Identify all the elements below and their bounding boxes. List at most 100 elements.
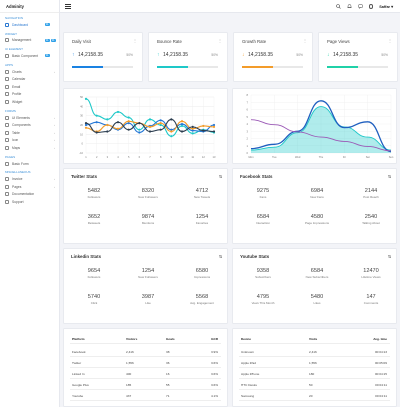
card-title: Facebook Stats xyxy=(240,174,273,179)
menu-item-icon xyxy=(5,99,9,104)
table-cell: 00:04:13 xyxy=(374,350,387,354)
stat-item: 8320 New Followers xyxy=(120,188,176,199)
x-tick-label: 5 xyxy=(128,155,130,159)
expand-icon[interactable]: ⇅ xyxy=(218,175,222,179)
stat-item: 147 Comments xyxy=(343,294,399,305)
search-icon[interactable] xyxy=(335,4,341,9)
area-chart-card: 8 7 6 5 4 3 2 1 0 Mon Tue Wed Thu Fri Sat Sun xyxy=(232,88,397,164)
data-point xyxy=(212,130,216,133)
chevron-right-icon: › xyxy=(54,123,55,128)
sidebar-item[interactable]: Widget xyxy=(0,98,59,106)
sidebar-item[interactable]: Profile xyxy=(0,91,59,99)
sidebar-badge: 11 xyxy=(44,38,50,42)
sidebar-item[interactable]: Documentation xyxy=(0,191,59,199)
sidebar-item[interactable]: Dashboard 11 xyxy=(0,21,59,29)
stat-label: Lifetime Views xyxy=(361,275,381,280)
menu-toggle-icon[interactable] xyxy=(65,3,71,9)
x-tick-label: 10 xyxy=(181,155,184,159)
sidebar-item[interactable]: Icon › xyxy=(0,137,59,145)
stat-label: Page Impressions xyxy=(304,221,329,226)
brand-logo[interactable]: Adminity xyxy=(0,0,59,13)
sidebar-item[interactable]: Email xyxy=(0,83,59,91)
bell-icon[interactable] xyxy=(347,4,352,9)
stat-item: 5482 Followers xyxy=(66,188,122,199)
sidebar-item[interactable]: Calendar xyxy=(0,75,59,83)
table-cell: 3.9% xyxy=(210,350,218,354)
stat-value: 3652 xyxy=(87,214,101,220)
menu-item-icon xyxy=(5,115,9,120)
sidebar-item[interactable]: Basic Component 11 xyxy=(0,52,59,60)
table-cell: 00:04:11 xyxy=(375,394,387,398)
data-point xyxy=(212,125,216,128)
sidebar-item[interactable]: UI Elements › xyxy=(0,114,59,122)
y-tick-label: 1 xyxy=(247,144,249,148)
stat-value: 9654 xyxy=(87,268,101,274)
column-header: Goals xyxy=(166,337,175,341)
sidebar-item[interactable]: Components › xyxy=(0,121,59,129)
stat-item: 6584 Interaction xyxy=(235,214,291,225)
more-options-icon[interactable]: ⋮ xyxy=(303,38,307,43)
data-point xyxy=(84,122,88,125)
sidebar-item[interactable]: Charts › xyxy=(0,68,59,76)
kpi-title: Page Views xyxy=(327,39,350,44)
stat-label: Comments xyxy=(363,301,379,306)
chat-icon[interactable] xyxy=(358,4,363,10)
data-point xyxy=(170,130,173,133)
y-tick-label: 0 xyxy=(82,142,84,146)
expand-icon[interactable]: ⇅ xyxy=(387,175,391,179)
sidebar-item[interactable]: Table › xyxy=(0,129,59,137)
x-tick-label: Sun xyxy=(389,155,394,159)
arrow-up-icon: ↑ xyxy=(157,52,160,58)
device-table-card: Device Visits Avg. time Unknown 2,416 00:04:1… xyxy=(232,328,397,407)
sidebar-item-label: Profile xyxy=(12,92,22,97)
sidebar-section-label: Miscellaneous xyxy=(5,170,31,175)
more-options-icon[interactable]: ⋮ xyxy=(218,38,222,43)
column-header: Device xyxy=(241,337,251,341)
y-tick-label: 30 xyxy=(80,114,83,118)
stat-label: Talking About xyxy=(362,221,380,226)
y-tick-label: 8 xyxy=(247,93,249,97)
kpi-progress-fill xyxy=(157,66,188,68)
kpi-card: Bounce Rate ⋮ ↑ 14,2158.35 50% xyxy=(148,32,228,82)
sidebar-item[interactable]: Basic Form xyxy=(0,160,59,168)
expand-icon[interactable]: ⇅ xyxy=(218,255,222,259)
stat-label: Avg. Engagement xyxy=(190,301,214,306)
card-title: Twitter Stats xyxy=(71,174,98,179)
stat-value: 147 xyxy=(366,294,376,300)
sidebar-section-label: Navigation xyxy=(5,16,24,20)
menu-item-icon xyxy=(5,192,9,197)
sidebar-item[interactable]: Management 11 11 xyxy=(0,37,59,45)
table-row: Apple iPad 1,556 00:05:09 xyxy=(239,359,390,368)
x-tick-label: 3 xyxy=(107,155,109,159)
x-tick-label: Thu xyxy=(319,155,324,159)
sidebar-item[interactable]: Maps › xyxy=(0,144,59,152)
menu-item-icon xyxy=(5,199,9,204)
chevron-right-icon: › xyxy=(54,138,55,143)
sidebar-menu: Navigation Dashboard 11 Widget Management 11 1… xyxy=(0,13,59,206)
stat-label: Like xyxy=(145,301,151,306)
sidebar-badge: 11 xyxy=(44,54,50,58)
table-cell: Linked In xyxy=(72,372,85,376)
sidebar-badge: 11 xyxy=(50,38,56,42)
data-point xyxy=(106,130,109,133)
menu-item-icon xyxy=(5,177,9,182)
sidebar-item-label: Documentation xyxy=(12,192,35,197)
column-header: Avg. time xyxy=(373,337,387,341)
data-point xyxy=(116,110,120,114)
table-header-row: Platform Visitors Goals GCR xyxy=(70,335,221,344)
data-point xyxy=(170,135,173,138)
sidebar-item[interactable]: Invoice › xyxy=(0,175,59,183)
more-options-icon[interactable]: ⋮ xyxy=(388,38,392,43)
table-cell: Youtube xyxy=(72,394,84,398)
sidebar-item[interactable]: Support xyxy=(0,198,59,206)
more-options-icon[interactable]: ⋮ xyxy=(133,38,137,43)
user-menu[interactable]: Saffar ▾ xyxy=(379,4,393,9)
table-cell: 2,416 xyxy=(126,350,134,354)
stat-value: 5482 xyxy=(87,188,101,194)
sidebar-item[interactable]: Pages › xyxy=(0,183,59,191)
expand-icon[interactable]: ⇅ xyxy=(387,255,391,259)
menu-item-icon xyxy=(5,184,9,189)
avatar[interactable] xyxy=(368,4,374,9)
data-point xyxy=(148,118,152,121)
kpi-progress-bar xyxy=(327,66,388,68)
